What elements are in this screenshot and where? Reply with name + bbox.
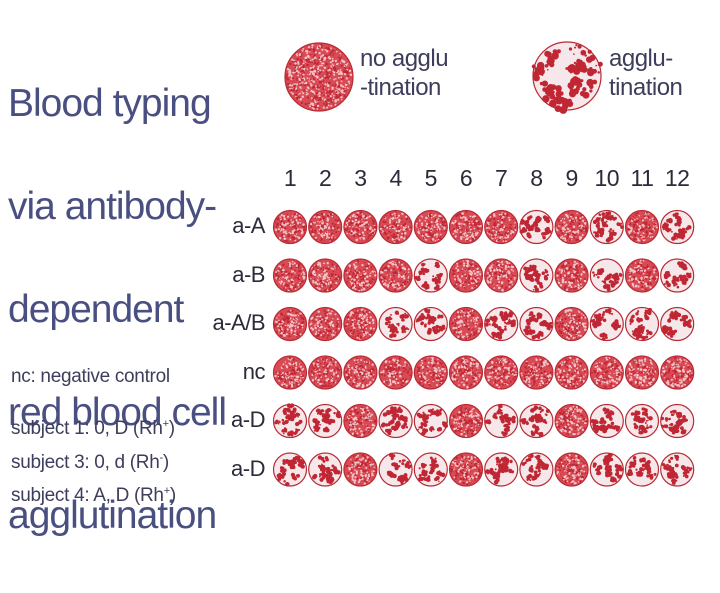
well-1-2 — [309, 211, 342, 244]
well-2-9 — [555, 259, 588, 292]
well-2-8 — [520, 259, 553, 293]
legend-agglutination-well — [532, 42, 603, 114]
well-3-4 — [379, 308, 412, 341]
well-1-3 — [344, 211, 377, 244]
well-1-5 — [414, 211, 447, 244]
well-6-4 — [379, 453, 412, 486]
well-3-9 — [555, 308, 588, 341]
well-3-11 — [626, 308, 659, 341]
well-6-7 — [485, 453, 518, 486]
well-3-3 — [344, 308, 377, 341]
well-2-3 — [344, 259, 377, 292]
well-2-7 — [485, 259, 518, 292]
well-5-2 — [309, 405, 342, 438]
well-2-6 — [450, 259, 483, 292]
well-1-9 — [555, 211, 588, 244]
well-3-6 — [450, 308, 483, 341]
well-4-10 — [590, 356, 623, 389]
well-1-11 — [626, 211, 659, 244]
well-1-6 — [450, 211, 483, 244]
well-5-9 — [555, 405, 588, 438]
well-3-8 — [520, 308, 553, 341]
well-4-6 — [450, 356, 483, 389]
well-5-7 — [485, 404, 518, 438]
well-1-7 — [485, 211, 518, 244]
well-1-4 — [379, 211, 412, 244]
well-1-10 — [590, 211, 624, 244]
well-6-10 — [590, 453, 623, 486]
well-3-12 — [661, 308, 694, 341]
well-4-5 — [414, 356, 447, 389]
well-2-1 — [274, 259, 307, 292]
well-4-12 — [661, 356, 694, 389]
well-5-3 — [344, 405, 377, 438]
well-5-6 — [450, 405, 483, 438]
well-4-4 — [379, 356, 412, 389]
well-2-11 — [626, 259, 659, 292]
well-4-9 — [555, 356, 588, 389]
well-2-5 — [414, 259, 447, 292]
well-6-12 — [661, 453, 694, 486]
well-4-1 — [274, 356, 307, 389]
well-6-2 — [309, 453, 342, 486]
well-1-1 — [274, 211, 307, 244]
well-5-11 — [626, 405, 659, 438]
well-5-10 — [590, 405, 623, 438]
well-6-9 — [555, 453, 588, 486]
well-4-3 — [344, 356, 377, 389]
well-6-6 — [450, 453, 483, 486]
well-3-10 — [590, 308, 623, 341]
well-5-5 — [414, 405, 448, 438]
well-3-2 — [309, 308, 342, 341]
well-1-8 — [520, 211, 553, 244]
well-5-12 — [661, 405, 694, 438]
well-2-2 — [309, 259, 342, 292]
well-6-3 — [344, 453, 377, 486]
well-plate — [0, 0, 720, 540]
well-2-4 — [379, 259, 412, 292]
well-6-5 — [414, 453, 447, 486]
well-5-1 — [274, 403, 307, 437]
well-3-1 — [274, 308, 307, 341]
well-5-8 — [520, 405, 553, 438]
well-4-2 — [309, 356, 342, 389]
well-3-5 — [414, 308, 447, 341]
well-6-1 — [274, 453, 307, 486]
well-4-11 — [626, 356, 659, 389]
well-2-10 — [590, 259, 623, 292]
well-4-7 — [485, 356, 518, 389]
well-6-8 — [520, 453, 553, 486]
legend-no-agglutination-well — [285, 43, 353, 111]
well-5-4 — [379, 405, 412, 438]
well-6-11 — [626, 453, 659, 486]
well-3-7 — [485, 308, 518, 341]
well-1-12 — [661, 211, 694, 244]
well-4-8 — [520, 356, 553, 389]
well-2-12 — [661, 259, 694, 292]
